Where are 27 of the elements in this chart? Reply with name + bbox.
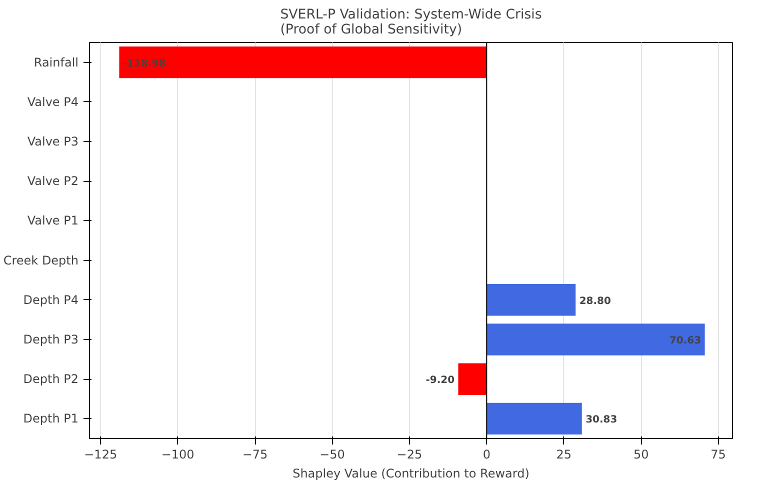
data-label: -118.98 xyxy=(122,58,166,70)
x-tick-label: −25 xyxy=(396,448,422,462)
data-label: 70.63 xyxy=(669,336,702,346)
data-label: -9.20 xyxy=(426,375,455,386)
y-tick-label: Depth P4 xyxy=(23,292,79,307)
y-tick-label: Creek Depth xyxy=(3,253,79,268)
data-label: 30.83 xyxy=(586,414,618,426)
x-tick-label: 50 xyxy=(633,448,649,462)
x-tick-label: 0 xyxy=(482,448,490,462)
chart-title: SVERL-P Validation: System-Wide Crisis xyxy=(280,8,542,22)
data-label: 28.80 xyxy=(579,296,611,307)
x-axis-title: Shapley Value (Contribution to Reward) xyxy=(292,466,530,480)
y-tick-label: Valve P4 xyxy=(27,94,79,109)
y-tick-label: Rainfall xyxy=(34,55,79,70)
y-tick-label: Valve P3 xyxy=(27,134,79,148)
y-tick-label: Depth P1 xyxy=(23,412,79,426)
y-tick-label: Depth P3 xyxy=(23,332,79,346)
y-tick-label: Valve P2 xyxy=(27,174,79,188)
chart-subtitle: (Proof of Global Sensitivity) xyxy=(280,22,462,38)
x-tick-label: −100 xyxy=(161,448,194,462)
x-tick-label: 25 xyxy=(556,448,572,462)
x-tick-label: −125 xyxy=(84,448,118,462)
y-tick-label: Valve P1 xyxy=(27,214,79,228)
x-tick-label: −50 xyxy=(320,448,345,462)
x-tick-label: −75 xyxy=(242,448,268,462)
x-tick-label: 75 xyxy=(710,448,726,462)
y-tick-label: Depth P2 xyxy=(23,372,79,386)
